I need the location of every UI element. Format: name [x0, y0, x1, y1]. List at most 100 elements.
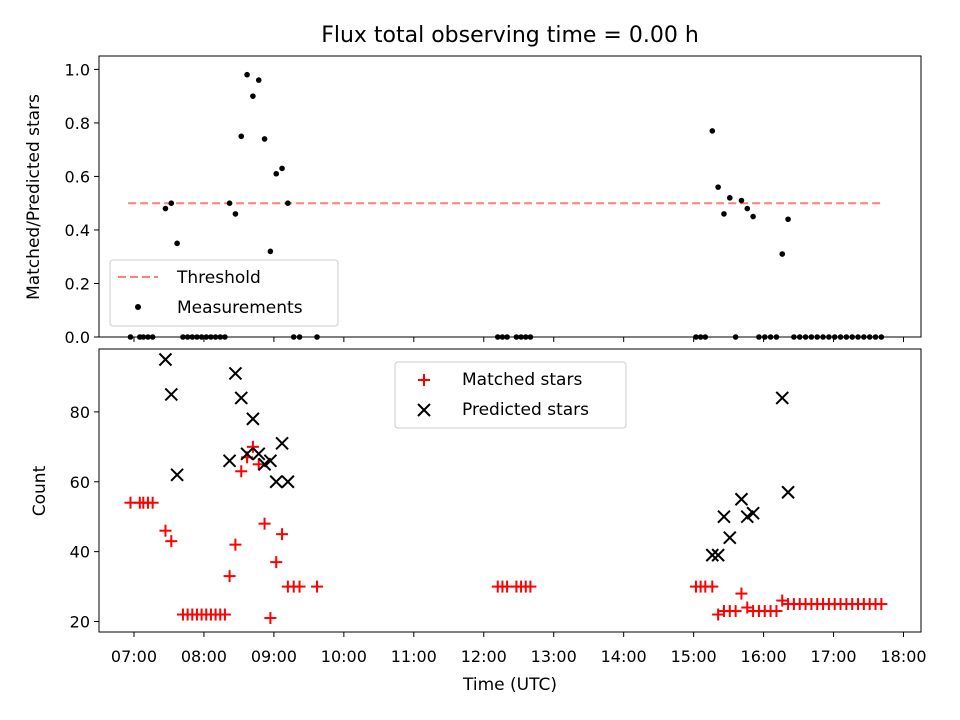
bottom-marks	[124, 352, 888, 625]
top-y-tick-label: 1.0	[65, 60, 90, 79]
matched-star-point	[729, 605, 742, 618]
legend-measurements-swatch	[135, 304, 141, 310]
matched-star-point	[706, 580, 719, 593]
bottom-plot-frame	[98, 348, 922, 633]
predicted-star-point	[281, 475, 295, 489]
measurement-point	[744, 205, 751, 212]
x-tick-label: 08:00	[181, 647, 227, 666]
x-tick-label: 16:00	[741, 647, 787, 666]
matched-star-point	[223, 570, 236, 583]
bottom-y-ticks: 20 40 60 80	[70, 403, 99, 632]
x-tick-label: 15:00	[671, 647, 717, 666]
top-y-ticks: 0.0 0.2 0.4 0.6 0.8 1.0	[65, 60, 99, 347]
x-tick-label: 07:00	[111, 647, 157, 666]
measurement-point	[726, 195, 733, 201]
measurement-point	[255, 77, 262, 83]
x-axis-label: Time (UTC)	[462, 675, 557, 695]
predicted-star-point	[717, 509, 731, 524]
matched-star-point	[159, 524, 172, 537]
predicted-star-point	[246, 412, 260, 426]
top-legend: Threshold Measurements	[109, 259, 339, 327]
matched-star-point	[875, 598, 888, 611]
predicted-star-point	[269, 475, 283, 489]
top-y-tick-label: 0.6	[65, 167, 90, 186]
x-tick-label: 14:00	[601, 647, 647, 666]
predicted-star-point	[252, 447, 266, 461]
x-tick-label: 10:00	[321, 647, 367, 666]
x-tick-label: 13:00	[531, 647, 577, 666]
predicted-star-point	[775, 391, 789, 405]
predicted-star-point	[705, 548, 720, 562]
legend-threshold-label: Threshold	[176, 268, 261, 288]
top-y-axis-label: Matched/Predicted stars	[24, 94, 44, 300]
matched-star-point	[246, 440, 259, 453]
measurement-point	[750, 213, 756, 220]
matched-star-point	[770, 605, 783, 618]
predicted-star-point	[711, 548, 725, 562]
predicted-star-point	[781, 485, 795, 499]
x-tick-label: 18:00	[880, 647, 926, 666]
predicted-star-point	[734, 492, 749, 506]
bottom-y-tick-label: 80	[70, 403, 90, 422]
matched-star-point	[235, 465, 248, 478]
legend-matched-swatch	[418, 374, 430, 386]
predicted-star-point	[228, 366, 243, 381]
top-y-tick-label: 0.4	[65, 221, 90, 240]
predicted-star-point	[240, 447, 254, 461]
x-tick-label: 17:00	[810, 647, 856, 666]
legend-measurements-label: Measurements	[177, 298, 303, 318]
measurement-point	[244, 71, 250, 78]
measurement-point	[168, 200, 175, 206]
matched-star-point	[293, 580, 306, 593]
predicted-star-point	[275, 436, 289, 451]
measurement-point	[232, 211, 239, 217]
bottom-y-axis-label: Count	[30, 465, 50, 516]
predicted-star-point	[234, 391, 248, 405]
predicted-star-point	[723, 530, 737, 545]
measurement-point	[779, 251, 786, 257]
measurement-point	[709, 128, 716, 134]
chart-title: Flux total observing time = 0.00 h	[321, 23, 699, 48]
x-tick-label: 09:00	[251, 647, 297, 666]
measurement-point	[162, 205, 169, 212]
matched-star-point	[218, 608, 231, 621]
top-plot-frame	[98, 55, 922, 338]
top-marks	[127, 71, 885, 340]
matched-star-point	[258, 517, 271, 530]
legend-predicted-swatch	[417, 403, 431, 417]
measurement-point	[715, 184, 721, 190]
measurement-point	[267, 248, 274, 255]
matched-star-point	[229, 538, 242, 551]
predicted-star-point	[222, 454, 237, 468]
bottom-legend: Matched stars Predicted stars	[394, 361, 627, 429]
bottom-x-ticks: 07:00 08:00 09:00 10:00 11:00 12:00 13:00 14:00…	[111, 632, 927, 666]
top-y-tick-label: 0.0	[65, 328, 90, 347]
legend-matched-label: Matched stars	[462, 370, 582, 390]
bottom-panel: 20 40 60 80 07:00 08:00 09:00 10:00 11:00 12:00 1…	[30, 348, 927, 695]
measurement-point	[721, 211, 727, 217]
predicted-star-point	[170, 468, 184, 482]
bottom-y-tick-label: 40	[70, 543, 90, 562]
matched-star-point	[735, 587, 748, 600]
top-y-tick-label: 0.8	[65, 114, 90, 133]
legend-predicted-label: Predicted stars	[462, 400, 589, 420]
top-panel: 0.0 0.2 0.4 0.6 0.8 1.0 Matched/Predicted sta…	[24, 55, 922, 347]
measurement-point	[238, 133, 245, 140]
measurement-point	[250, 93, 256, 99]
matched-star-point	[252, 458, 265, 471]
predicted-star-point	[263, 454, 278, 468]
predicted-star-point	[158, 352, 173, 367]
measurement-point	[261, 136, 268, 142]
measurement-point	[174, 240, 180, 247]
top-y-tick-label: 0.2	[65, 274, 90, 293]
measurement-point	[785, 216, 791, 223]
matched-star-point	[264, 612, 277, 625]
matched-star-point	[165, 535, 178, 548]
x-tick-label: 12:00	[461, 647, 507, 666]
measurement-point	[279, 165, 285, 172]
matched-star-point	[270, 556, 283, 569]
measurement-point	[273, 170, 280, 177]
measurement-point	[226, 200, 233, 206]
matched-star-point	[311, 580, 324, 593]
